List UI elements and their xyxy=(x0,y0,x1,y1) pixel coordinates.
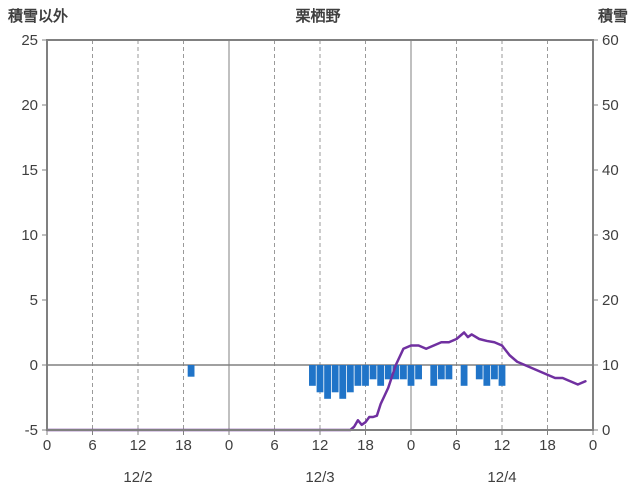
precip-bar xyxy=(415,365,422,380)
right-tick-label: 40 xyxy=(602,162,619,179)
precip-bar xyxy=(498,365,506,386)
precip-bar xyxy=(430,365,438,386)
precip-bar xyxy=(483,365,491,386)
precip-bar xyxy=(392,365,400,380)
precip-bar xyxy=(460,365,468,386)
left-tick-label: 10 xyxy=(21,227,38,244)
right-tick-label: 30 xyxy=(602,227,619,244)
x-tick-label: 6 xyxy=(270,437,278,454)
precip-bar xyxy=(407,365,415,386)
precip-bar xyxy=(331,365,339,393)
x-tick-label: 6 xyxy=(452,437,460,454)
precip-bar xyxy=(445,365,453,380)
precip-bar xyxy=(324,365,331,399)
left-tick-label: 15 xyxy=(21,162,38,179)
left-tick-label: 20 xyxy=(21,97,38,114)
precip-bar xyxy=(309,365,316,386)
snow-depth-line xyxy=(45,331,587,432)
precip-bar xyxy=(362,365,369,386)
x-tick-label: 0 xyxy=(589,437,597,454)
precip-bar xyxy=(354,365,362,386)
precip-bar xyxy=(384,365,392,380)
left-tick-label: -5 xyxy=(25,422,38,439)
right-tick-label: 50 xyxy=(602,97,619,114)
precip-bar xyxy=(187,365,195,377)
right-tick-label: 60 xyxy=(602,32,619,49)
date-label: 12/4 xyxy=(487,469,516,486)
x-tick-label: 12 xyxy=(312,437,329,454)
chart-title: 栗栖野 xyxy=(295,7,340,25)
x-tick-label: 12 xyxy=(130,437,147,454)
left-axis-title: 積雪以外 xyxy=(7,7,68,25)
right-axis-title: 積雪 xyxy=(597,7,628,25)
left-tick-label: 5 xyxy=(30,292,38,309)
precip-bar xyxy=(346,365,354,393)
right-tick-label: 20 xyxy=(602,292,619,309)
x-tick-label: 6 xyxy=(88,437,96,454)
precip-bar xyxy=(369,365,377,380)
plot-area: 0 6 12 18 0 6 12 18 0 6 12 18 0 12/2 12/3 12/4 25 20 15 10 5… xyxy=(21,32,618,486)
precip-bar xyxy=(475,365,483,380)
date-label: 12/3 xyxy=(305,469,334,486)
left-tick-label: 25 xyxy=(21,32,38,49)
x-tick-label: 18 xyxy=(539,437,556,454)
right-tick-label: 0 xyxy=(602,422,610,439)
left-tick-label: 0 xyxy=(30,357,38,374)
precip-bar xyxy=(491,365,498,380)
right-tick-label: 10 xyxy=(602,357,619,374)
precip-bar xyxy=(400,365,407,380)
precip-bar xyxy=(339,365,347,399)
x-tick-label: 12 xyxy=(494,437,511,454)
x-tick-label: 0 xyxy=(43,437,51,454)
x-tick-label: 0 xyxy=(225,437,233,454)
date-label: 12/2 xyxy=(123,469,152,486)
x-tick-label: 0 xyxy=(407,437,415,454)
precip-bar xyxy=(316,365,324,393)
x-tick-label: 18 xyxy=(175,437,192,454)
x-tick-label: 18 xyxy=(357,437,374,454)
precip-bar xyxy=(437,365,445,380)
precip-bar xyxy=(377,365,385,386)
